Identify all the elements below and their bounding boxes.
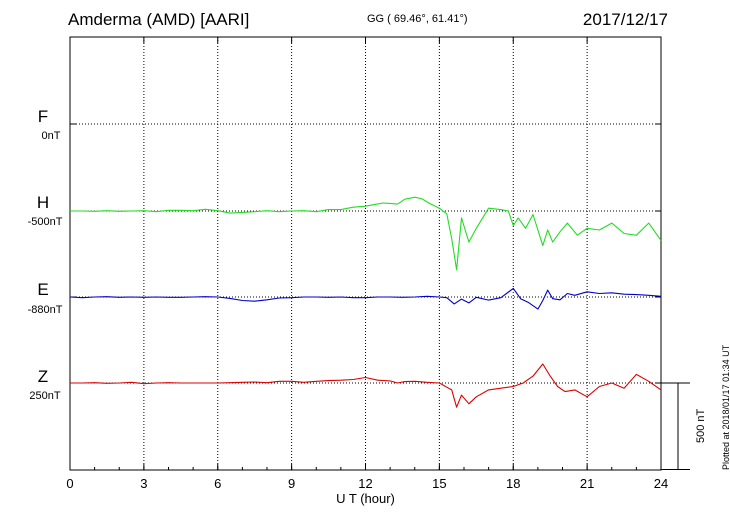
geographic-coordinates: GG ( 69.46°, 61.41°)	[367, 13, 468, 25]
x-tick-label: 21	[580, 476, 594, 491]
plotted-timestamp: Plotted at 2018/01/17 01:34 UT	[721, 344, 730, 470]
baseline-label-h: -500nT	[27, 216, 63, 228]
x-tick-label: 6	[214, 476, 221, 491]
station-title: Amderma (AMD) [AARI]	[68, 10, 250, 29]
component-label-e: E	[37, 280, 49, 299]
series-line-h	[70, 196, 662, 271]
x-axis-label: U T (hour)	[336, 491, 395, 506]
x-tick-label: 3	[140, 476, 147, 491]
x-tick-label: 12	[358, 476, 372, 491]
baseline-label-f: 0nT	[41, 130, 61, 142]
x-tick-label: 24	[654, 476, 668, 491]
component-label-z: Z	[37, 367, 49, 386]
x-tick-label: 0	[66, 476, 73, 491]
scale-bar-label: 500 nT	[695, 408, 707, 443]
x-tick-label: 9	[288, 476, 295, 491]
x-tick-label: 15	[432, 476, 446, 491]
series-line-z	[70, 363, 662, 408]
baseline-label-e: -880nT	[27, 304, 63, 316]
series-line-e	[69, 287, 662, 310]
baseline-label-z: 250nT	[29, 390, 61, 402]
component-label-f: F	[37, 107, 49, 126]
component-label-h: H	[36, 193, 50, 212]
date-label: 2017/12/17	[582, 10, 668, 29]
x-tick-label: 18	[506, 476, 520, 491]
